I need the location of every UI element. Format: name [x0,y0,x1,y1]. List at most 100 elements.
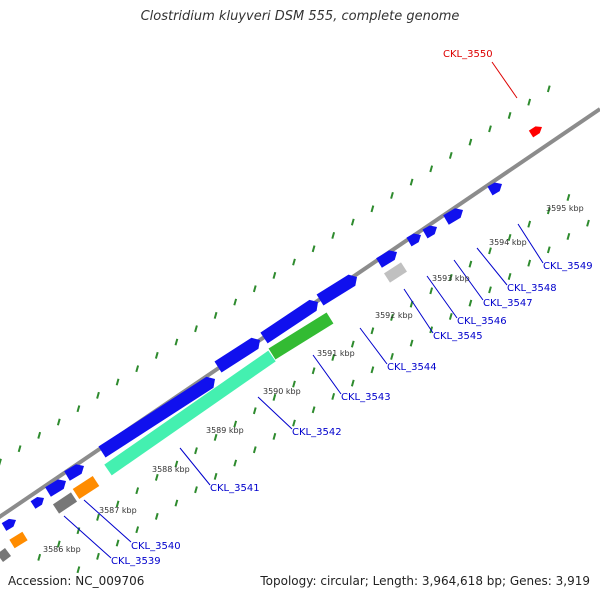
kbp-label-3595: 3595 kbp [546,204,584,213]
leader-line [312,354,342,395]
kbp-label-3587: 3587 kbp [99,506,137,515]
leader-line [359,327,388,365]
tick-mark [350,218,355,226]
leader-line [83,499,132,543]
tick-mark [135,526,140,534]
tick-mark [586,219,590,227]
tick-mark [252,285,257,293]
tick-mark [194,447,198,455]
locus-label-ckl-3545[interactable]: CKL_3545 [433,331,483,342]
tick-mark [154,351,159,359]
tick-mark [233,459,238,467]
tick-marks [0,85,590,574]
rna-orange-1 [72,475,100,500]
leader-line [476,247,508,286]
pseudo-gray-2 [0,548,11,562]
locus-label-ckl-3550[interactable]: CKL_3550 [443,49,493,60]
tick-mark [370,205,375,213]
tick-mark [546,85,551,93]
tick-mark [76,566,81,574]
tick-mark [292,380,296,388]
tick-mark [546,207,551,215]
tick-mark [468,299,473,307]
gene-ckl-3549 [487,182,502,196]
tick-mark [409,339,414,347]
gene-reverse-light-green [104,350,276,476]
tick-mark [252,446,257,454]
tick-mark [213,472,218,480]
pseudo-gray-1 [52,492,78,514]
locus-label-ckl-3541[interactable]: CKL_3541 [210,483,260,494]
tick-mark [448,312,453,320]
tick-mark [390,352,394,360]
tick-mark [292,419,296,427]
leader-line [257,396,293,430]
kbp-labels: 3586 kbp 3587 kbp 3588 kbp 3589 kbp 3590… [43,204,584,554]
gene-pseudo-light [384,262,407,283]
gene-ckl-3545 [376,250,397,268]
tick-mark [488,125,492,133]
tick-mark [488,286,492,294]
tick-mark [331,392,336,400]
tick-mark [448,273,453,281]
locus-label-ckl-3549[interactable]: CKL_3549 [543,261,593,272]
gene-ckl-3547 [422,225,437,239]
map-title: Clostridium kluyveri DSM 555, complete g… [140,9,460,24]
locus-label-ckl-3548[interactable]: CKL_3548 [507,283,557,294]
tick-mark [56,418,61,426]
tick-mark [174,499,179,507]
gene-ckl-3542 [214,337,260,373]
tick-mark [194,486,198,494]
tick-mark [429,165,434,173]
tick-mark [37,553,42,561]
gene-ckl-3539 [64,464,84,481]
locus-label-ckl-3543[interactable]: CKL_3543 [341,392,391,403]
tick-mark [233,420,238,428]
tick-mark [252,407,257,415]
locus-label-ckl-3539[interactable]: CKL_3539 [111,556,161,567]
tick-mark [390,191,394,199]
tick-mark [115,378,120,386]
tick-mark [409,178,414,186]
tick-mark [76,405,81,413]
leader-line [63,515,112,559]
tick-mark [37,431,42,439]
tick-mark [96,552,100,560]
gene-ckl-3544 [316,274,357,306]
tick-mark [76,527,81,535]
tick-mark [566,233,571,240]
leader-line [517,223,544,264]
tick-mark [272,271,277,279]
tick-mark [448,151,453,159]
kbp-label-3588: 3588 kbp [152,465,190,474]
gene-small-left-2 [1,518,17,531]
leader-line [426,275,458,319]
tick-mark [272,432,277,440]
tick-mark [96,513,100,521]
genome-summary-text: Topology: circular; Length: 3,964,618 bp… [260,574,590,588]
gene-ckl-3548 [443,208,463,225]
tick-mark [213,433,218,441]
locus-label-ckl-3546[interactable]: CKL_3546 [457,316,507,327]
tick-mark [115,539,120,547]
tick-mark [546,246,551,254]
gene-ckl-3543 [260,299,318,344]
kbp-label-3593: 3593 kbp [432,274,470,283]
tick-mark [174,338,179,346]
tick-mark [527,220,532,228]
leader-line [491,61,518,99]
locus-labels: CKL_3539 CKL_3540 CKL_3541 CKL_3542 CKL_… [111,49,593,567]
locus-label-ckl-3547[interactable]: CKL_3547 [483,298,533,309]
tick-mark [96,391,100,399]
tick-mark [135,365,140,373]
tick-mark [370,366,375,374]
tick-mark [566,194,571,201]
tick-mark [390,313,394,321]
leader-line [453,259,484,301]
gene-ckl-3550-highlight [528,126,542,138]
locus-label-ckl-3540[interactable]: CKL_3540 [131,541,181,552]
leader-line [403,288,434,334]
locus-label-ckl-3542[interactable]: CKL_3542 [292,427,342,438]
tick-mark [0,458,2,466]
locus-label-ckl-3544[interactable]: CKL_3544 [387,362,437,373]
